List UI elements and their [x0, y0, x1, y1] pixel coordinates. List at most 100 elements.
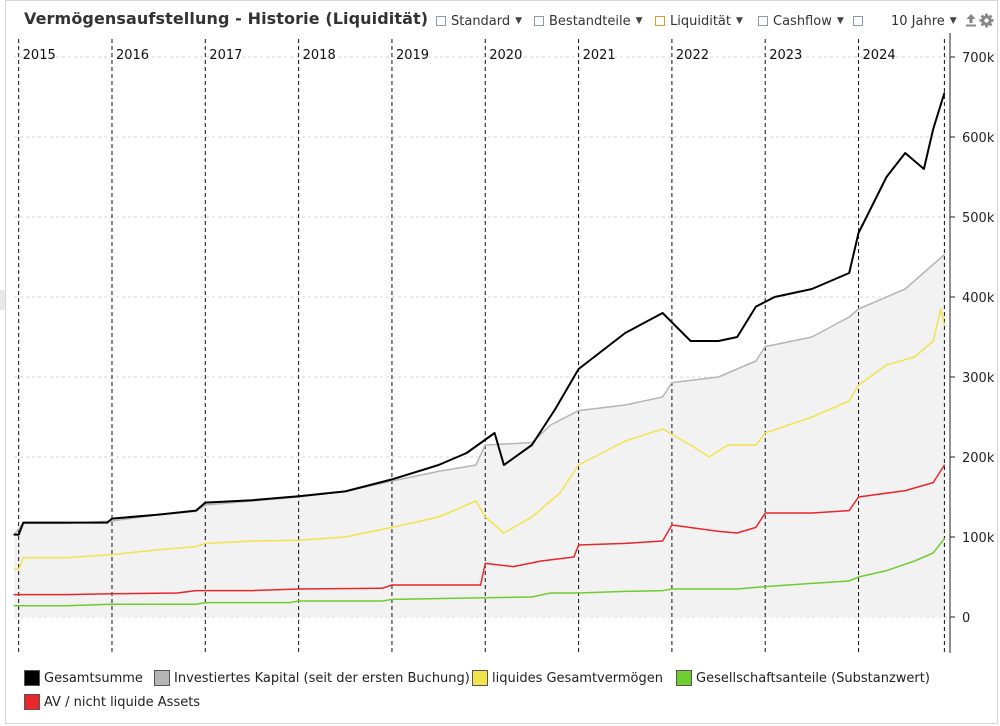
data-point-nonliquid — [764, 512, 766, 514]
settings-icon[interactable] — [979, 10, 994, 30]
page-title: Vermögensaufstellung - Historie (Liquidi… — [24, 9, 429, 28]
data-point-liquid — [251, 540, 253, 542]
data-point-total — [943, 92, 946, 94]
checkbox-icon — [853, 16, 863, 26]
data-point-nonliquid — [111, 593, 113, 595]
range-select[interactable]: 10 Jahre ▼ — [891, 11, 957, 31]
y-tick-label: 700k — [962, 51, 995, 66]
data-point-nonliquid — [661, 540, 664, 542]
data-point-invested — [717, 376, 720, 378]
data-point-total — [438, 464, 440, 466]
data-point-liquid — [503, 532, 505, 534]
year-label: 2021 — [583, 48, 616, 63]
data-point-total — [106, 522, 108, 524]
data-point-shares — [885, 570, 888, 572]
series-layer — [13, 92, 946, 607]
chart-panel: 2015 2016 2017 2018 2019 2020 2021 2022 2023 2024… — [5, 0, 998, 724]
data-point-liquid — [708, 456, 710, 458]
data-point-nonliquid — [943, 464, 946, 466]
checkbox-icon — [436, 16, 446, 26]
data-point-liquid — [811, 416, 813, 418]
legend-item-nonliquid[interactable]: AV / nicht liquide Assets — [24, 694, 200, 710]
data-point-nonliquid — [671, 524, 673, 526]
checkbox-icon — [655, 16, 665, 26]
data-point-total — [923, 168, 925, 170]
data-point-shares — [13, 605, 15, 607]
legend-item-invested[interactable]: Investiertes Kapital (seit der ersten Bu… — [154, 670, 470, 686]
data-point-total — [811, 288, 813, 290]
data-point-liquid — [438, 516, 440, 518]
data-point-shares — [857, 576, 860, 578]
checkbox-icon — [758, 16, 768, 26]
data-point-total — [64, 522, 66, 524]
data-point-total — [848, 272, 850, 274]
data-point-nonliquid — [480, 584, 482, 586]
data-point-total — [624, 332, 626, 334]
menu-bestandteile[interactable]: Bestandteile ▼ — [534, 11, 642, 31]
data-point-liquid — [689, 444, 692, 446]
data-point-invested — [904, 288, 906, 290]
export-icon[interactable] — [965, 10, 977, 30]
data-point-invested — [549, 424, 552, 426]
series-line-shares — [14, 538, 945, 607]
data-point-shares — [382, 600, 384, 602]
data-point-liquid — [13, 568, 15, 570]
data-point-nonliquid — [932, 482, 934, 484]
caret-down-icon: ▼ — [515, 16, 523, 26]
menu-liquiditaet[interactable]: Liquidität ▼ — [655, 11, 743, 31]
year-label: 2015 — [23, 48, 56, 63]
menu-label: Standard — [451, 13, 511, 29]
data-point-liquid — [64, 557, 66, 559]
data-point-shares — [736, 588, 738, 590]
data-point-total — [932, 128, 934, 130]
y-tick-label: 400k — [962, 291, 995, 306]
data-point-shares — [848, 580, 850, 582]
menu-cashflow[interactable]: Cashflow ▼ — [758, 11, 844, 31]
menu-extra[interactable] — [853, 11, 868, 31]
legend-swatch — [24, 670, 40, 686]
legend-item-shares[interactable]: Gesellschaftsanteile (Substanzwert) — [676, 670, 930, 686]
data-point-liquid — [764, 432, 766, 434]
data-point-shares — [549, 592, 552, 594]
legend-swatch — [154, 670, 170, 686]
series-line-liquid — [14, 308, 946, 570]
data-point-total — [531, 444, 533, 446]
data-point-nonliquid — [251, 590, 253, 592]
legend-swatch — [24, 694, 40, 710]
data-point-shares — [717, 588, 720, 590]
data-point-liquid — [943, 324, 946, 326]
caret-down-icon: ▼ — [635, 16, 643, 26]
data-point-nonliquid — [195, 590, 197, 592]
data-point-liquid — [111, 554, 113, 556]
y-tick-label: 600k — [962, 131, 995, 146]
legend-item-liquid[interactable]: liquides Gesamtvermögen — [472, 670, 663, 686]
side-panel-handle[interactable] — [0, 290, 5, 310]
caret-down-icon: ▼ — [735, 16, 743, 26]
data-point-liquid — [727, 444, 729, 446]
year-label: 2024 — [863, 48, 896, 63]
menu-label: Liquidität — [670, 13, 731, 29]
y-axis: 0 100k 200k 300k 400k 500k 600k 700k — [949, 33, 995, 653]
legend-item-total[interactable]: Gesamtsumme — [24, 670, 143, 686]
data-point-total — [736, 336, 738, 338]
data-point-liquid — [391, 526, 393, 529]
data-point-total — [689, 340, 692, 342]
data-point-total — [204, 502, 206, 504]
data-point-invested — [755, 360, 757, 362]
legend-label: liquides Gesamtvermögen — [492, 670, 663, 686]
data-point-shares — [913, 560, 916, 562]
legend-label: Gesamtsumme — [44, 670, 143, 686]
data-point-shares — [391, 598, 393, 601]
data-point-total — [755, 306, 757, 308]
y-tick-label: 0 — [962, 611, 970, 626]
menu-standard[interactable]: Standard ▼ — [436, 11, 522, 31]
data-point-invested — [811, 336, 813, 338]
data-point-total — [391, 478, 393, 480]
legend-label: AV / nicht liquide Assets — [44, 694, 201, 710]
data-point-liquid — [885, 364, 888, 366]
data-point-shares — [204, 602, 206, 604]
data-point-invested — [848, 316, 850, 318]
data-point-invested — [764, 346, 766, 348]
data-point-nonliquid — [624, 542, 626, 545]
data-point-total — [344, 490, 346, 492]
